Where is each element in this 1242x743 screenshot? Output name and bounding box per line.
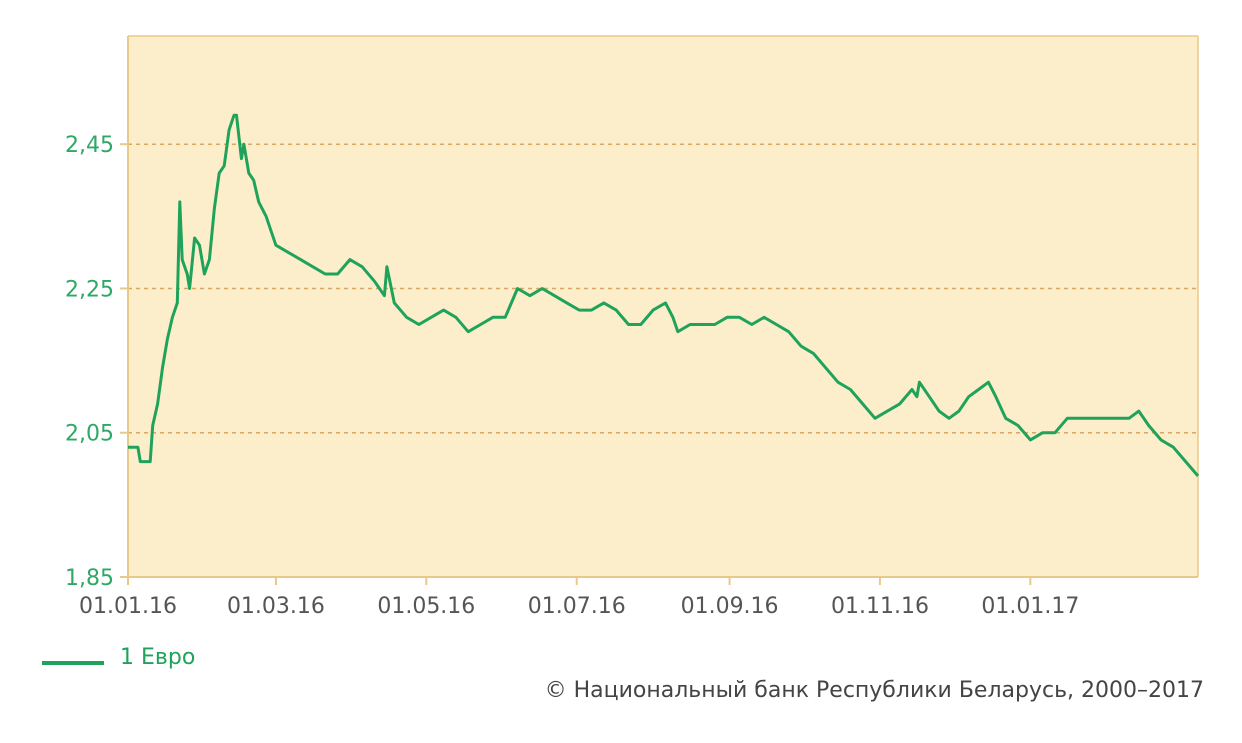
x-axis-ticks: 01.01.16 01.03.16 01.05.16 01.07.16 01.09.16…	[79, 577, 1079, 619]
y-tick-label-3: 2,45	[65, 133, 114, 158]
x-tick-label-1: 01.03.16	[227, 594, 325, 619]
y-tick-label-1: 2,05	[65, 422, 114, 447]
x-tick-label-4: 01.09.16	[681, 594, 779, 619]
y-tick-label-0: 1,85	[65, 566, 114, 591]
plot-background	[128, 36, 1198, 577]
x-tick-label-6: 01.01.17	[981, 594, 1079, 619]
axes	[127, 35, 1199, 578]
x-tick-label-5: 01.11.16	[831, 594, 929, 619]
x-tick-label-2: 01.05.16	[377, 594, 475, 619]
copyright-text: © Национальный банк Республики Беларусь,…	[545, 678, 1204, 703]
y-tick-label-2: 2,25	[65, 277, 114, 302]
x-tick-label-0: 01.01.16	[79, 594, 177, 619]
series-line-euro	[128, 113, 1200, 477]
legend-label: 1 Евро	[120, 645, 195, 670]
grid-lines	[128, 143, 1198, 434]
x-tick-label-3: 01.07.16	[528, 594, 626, 619]
y-axis-ticks: 1,85 2,05 2,25 2,45	[65, 133, 128, 591]
